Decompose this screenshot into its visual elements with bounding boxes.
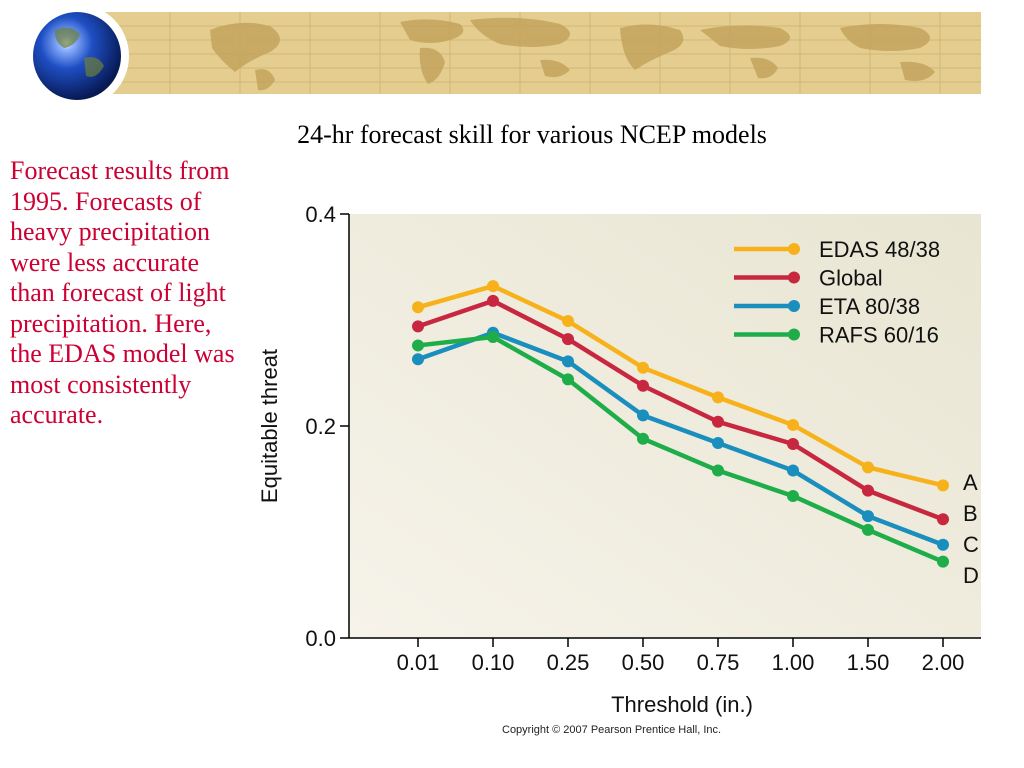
x-tick-label: 1.50 bbox=[847, 650, 890, 675]
x-tick-label: 0.25 bbox=[547, 650, 590, 675]
legend-swatch-dot bbox=[788, 328, 800, 341]
series-end-label: D bbox=[963, 563, 979, 588]
x-tick-label: 0.10 bbox=[472, 650, 515, 675]
data-point bbox=[637, 379, 649, 392]
legend-entry-label: ETA 80/38 bbox=[819, 294, 920, 319]
data-point bbox=[637, 432, 649, 445]
data-point bbox=[412, 339, 424, 352]
data-point bbox=[637, 409, 649, 422]
x-tick-label: 0.50 bbox=[622, 650, 665, 675]
x-tick-label: 2.00 bbox=[922, 650, 965, 675]
data-point bbox=[487, 330, 499, 343]
data-point bbox=[562, 355, 574, 368]
data-point bbox=[862, 510, 874, 523]
data-point bbox=[562, 373, 574, 386]
legend-swatch-dot bbox=[788, 300, 800, 312]
data-point bbox=[862, 461, 874, 474]
x-tick-label: 0.75 bbox=[697, 650, 740, 675]
data-point bbox=[862, 523, 874, 536]
y-axis-label: Equitable threat bbox=[257, 349, 282, 503]
data-point bbox=[937, 513, 949, 526]
side-caption: Forecast results from 1995. Forecasts of… bbox=[10, 156, 235, 429]
data-point bbox=[712, 464, 724, 477]
data-point bbox=[712, 391, 724, 404]
series-end-label: B bbox=[963, 501, 978, 526]
data-point bbox=[412, 301, 424, 314]
copyright-text: Copyright © 2007 Pearson Prentice Hall, … bbox=[502, 724, 722, 736]
legend-entry-label: Global bbox=[819, 266, 883, 291]
data-point bbox=[412, 320, 424, 333]
y-tick-label: 0.4 bbox=[305, 202, 336, 227]
series-line-2 bbox=[415, 330, 946, 547]
world-map-banner bbox=[25, 4, 981, 108]
data-point bbox=[787, 418, 799, 431]
data-point bbox=[862, 484, 874, 497]
slide-title: 24-hr forecast skill for various NCEP mo… bbox=[297, 120, 767, 149]
series-line-1 bbox=[415, 298, 946, 522]
data-point bbox=[937, 479, 949, 492]
data-point bbox=[787, 464, 799, 477]
legend-swatch-dot bbox=[788, 243, 800, 255]
plot-area bbox=[349, 214, 981, 638]
data-point bbox=[712, 436, 724, 449]
legend-entry-label: EDAS 48/38 bbox=[819, 237, 940, 262]
x-tick-label: 0.01 bbox=[397, 650, 440, 675]
series-end-label: A bbox=[963, 470, 978, 495]
x-axis-label: Threshold (in.) bbox=[611, 692, 753, 717]
data-point bbox=[787, 438, 799, 451]
data-point bbox=[412, 353, 424, 366]
data-point bbox=[487, 294, 499, 307]
data-point bbox=[637, 361, 649, 374]
y-tick-label: 0.0 bbox=[305, 626, 336, 651]
data-point bbox=[787, 489, 799, 502]
series-end-label: C bbox=[963, 532, 979, 557]
legend-swatch-dot bbox=[788, 271, 800, 284]
data-point bbox=[937, 538, 949, 551]
series-line-0 bbox=[415, 283, 946, 488]
data-point bbox=[562, 315, 574, 328]
data-point bbox=[487, 280, 499, 293]
series-line-3 bbox=[415, 334, 946, 564]
data-point bbox=[712, 415, 724, 428]
legend-entry-label: RAFS 60/16 bbox=[819, 323, 939, 348]
data-point bbox=[937, 555, 949, 568]
data-point bbox=[562, 333, 574, 346]
y-tick-label: 0.2 bbox=[305, 414, 336, 439]
x-tick-label: 1.00 bbox=[772, 650, 815, 675]
